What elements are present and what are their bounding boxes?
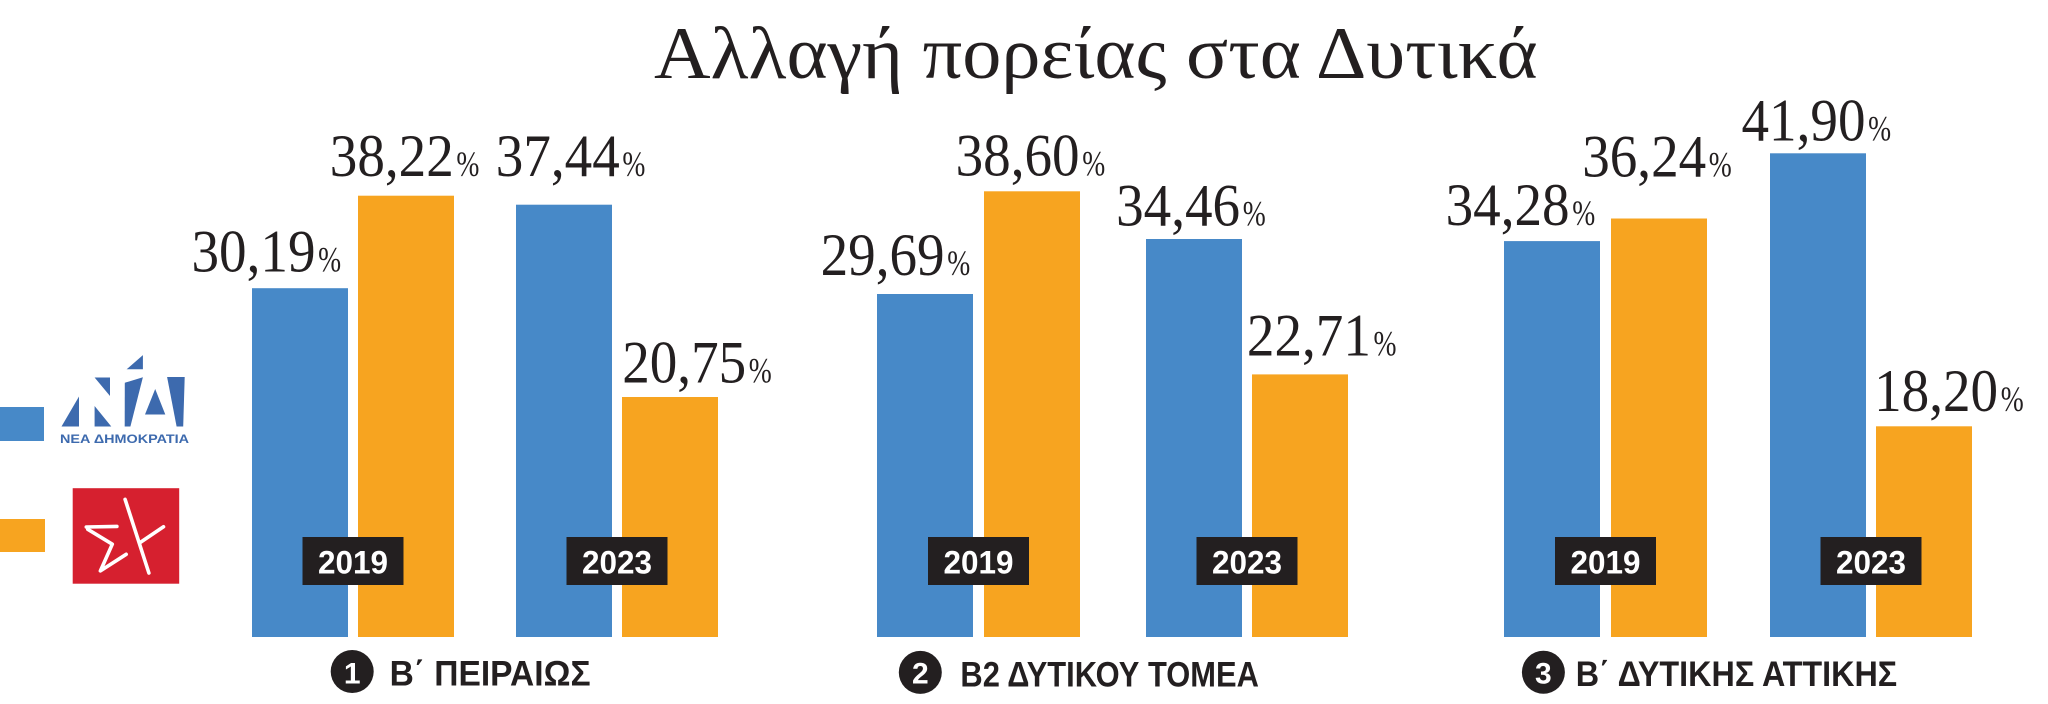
svg-text:34,46: 34,46 — [1116, 172, 1240, 238]
svg-text:%: % — [1243, 193, 1266, 233]
svg-text:2019: 2019 — [318, 545, 388, 581]
svg-text:3: 3 — [1535, 658, 1552, 691]
svg-text:18,20: 18,20 — [1874, 358, 1998, 424]
svg-text:ΝΕΑ ΔΗΜΟΚΡΑΤΙΑ: ΝΕΑ ΔΗΜΟΚΡΑΤΙΑ — [60, 432, 190, 446]
svg-text:Β2 ΔΥΤΙΚΟΥ ΤΟΜΕΑ: Β2 ΔΥΤΙΚΟΥ ΤΟΜΕΑ — [960, 654, 1259, 694]
svg-text:2023: 2023 — [1212, 545, 1282, 581]
svg-text:Αλλαγή πορείας στα Δυτικά: Αλλαγή πορείας στα Δυτικά — [654, 13, 1538, 95]
svg-text:20,75: 20,75 — [622, 329, 746, 395]
svg-text:%: % — [2001, 379, 2024, 419]
svg-text:38,60: 38,60 — [956, 122, 1080, 188]
svg-text:36,24: 36,24 — [1582, 124, 1706, 190]
svg-text:%: % — [947, 243, 970, 283]
svg-text:30,19: 30,19 — [192, 219, 316, 285]
svg-text:%: % — [749, 350, 772, 390]
svg-text:%: % — [1572, 193, 1595, 233]
svg-text:Β΄ ΔΥΤΙΚΗΣ ΑΤΤΙΚΗΣ: Β΄ ΔΥΤΙΚΗΣ ΑΤΤΙΚΗΣ — [1576, 654, 1898, 694]
svg-text:2: 2 — [912, 658, 929, 691]
svg-text:34,28: 34,28 — [1446, 172, 1570, 238]
svg-text:%: % — [318, 240, 341, 280]
svg-text:2019: 2019 — [1571, 545, 1641, 581]
svg-text:%: % — [1868, 108, 1891, 148]
svg-text:2019: 2019 — [944, 545, 1014, 581]
svg-text:%: % — [1082, 143, 1105, 183]
svg-text:29,69: 29,69 — [821, 222, 945, 288]
svg-text:%: % — [1374, 323, 1397, 363]
svg-text:%: % — [1709, 145, 1732, 185]
svg-text:Β΄ ΠΕΙΡΑΙΩΣ: Β΄ ΠΕΙΡΑΙΩΣ — [390, 653, 591, 693]
svg-text:%: % — [456, 144, 479, 184]
svg-text:38,22: 38,22 — [330, 123, 454, 189]
svg-text:41,90: 41,90 — [1742, 87, 1866, 153]
svg-text:37,44: 37,44 — [496, 123, 620, 189]
svg-text:%: % — [622, 144, 645, 184]
svg-text:2023: 2023 — [1836, 545, 1906, 581]
svg-text:22,71: 22,71 — [1247, 302, 1371, 368]
svg-text:1: 1 — [344, 658, 361, 691]
svg-text:2023: 2023 — [582, 545, 652, 581]
